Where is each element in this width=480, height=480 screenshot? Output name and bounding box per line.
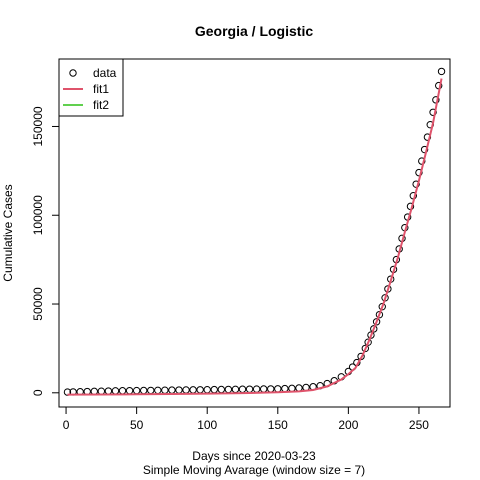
data-point [437, 67, 446, 76]
x-tick-label: 100 [197, 418, 217, 432]
legend-fit2-label: fit2 [93, 98, 109, 112]
series-layer [63, 67, 446, 396]
data-point [429, 108, 437, 116]
y-tick-label: 50000 [31, 287, 45, 321]
x-tick-label: 0 [63, 418, 70, 432]
x-tick-label: 50 [130, 418, 144, 432]
data-point [378, 302, 386, 311]
data-point [361, 344, 370, 353]
chart-title: Georgia / Logistic [195, 23, 313, 39]
y-axis: 0 50000 100000 150000 [31, 106, 60, 396]
x-tick-label: 150 [268, 418, 288, 432]
x-axis: 0 50 100 150 200 250 [63, 406, 429, 432]
x-tick-label: 250 [409, 418, 429, 432]
x-axis-sublabel: Simple Moving Avarage (window size = 7) [143, 463, 365, 477]
x-axis-label: Days since 2020-03-23 [192, 449, 316, 463]
data-point [370, 325, 378, 333]
data-point [418, 157, 426, 165]
x-tick-label: 200 [338, 418, 358, 432]
legend-data-symbol [69, 69, 77, 77]
legend-fit1-label: fit1 [93, 82, 109, 96]
data-point [63, 388, 72, 396]
y-tick-label: 0 [31, 389, 45, 396]
y-axis-label: Cumulative Cases [1, 184, 15, 281]
data-point [375, 310, 384, 319]
legend: data fit1 fit2 [58, 58, 124, 117]
data-point [412, 180, 420, 188]
data-point [420, 145, 429, 154]
legend-box [58, 58, 124, 117]
fit1-line [67, 78, 443, 396]
y-tick-label: 150000 [31, 106, 45, 146]
y-tick-label: 100000 [31, 195, 45, 235]
data-point [364, 338, 372, 346]
legend-data-label: data [93, 66, 117, 80]
data-point [372, 318, 381, 326]
data-point [415, 168, 423, 177]
